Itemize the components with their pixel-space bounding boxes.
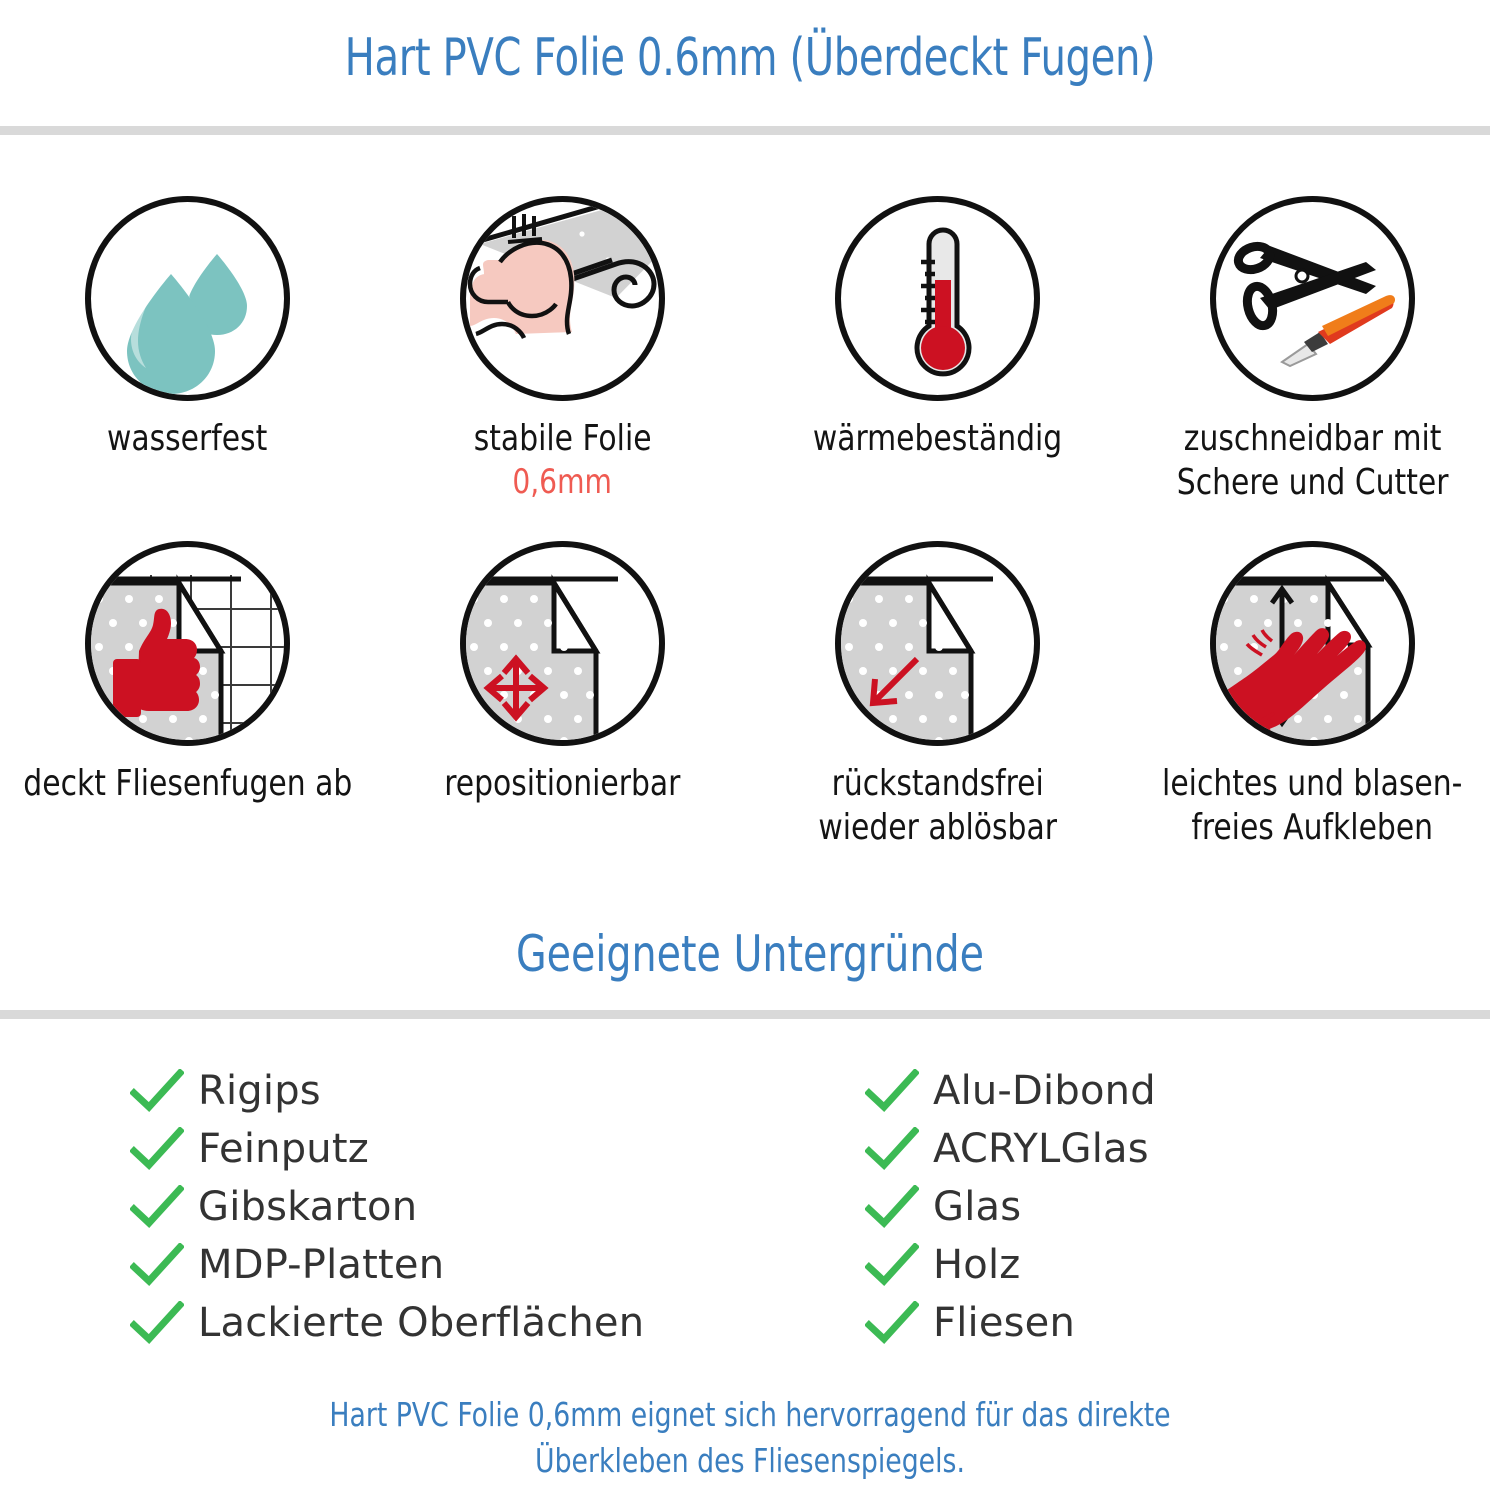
check-icon <box>864 1126 920 1171</box>
check-icon <box>864 1068 920 1113</box>
substrate-checklists: Rigips Feinputz Gibskarton MDP-Platten <box>0 1062 1500 1352</box>
feature-label: zuschneidbar mit Schere und Cutter <box>1176 418 1449 503</box>
icon-circle <box>835 196 1040 401</box>
icon-circle <box>85 541 290 746</box>
list-item: Glas <box>864 1178 1500 1236</box>
footer-line-2: Überkleben des Fliesenspiegels. <box>535 1441 965 1480</box>
icon-circle <box>835 541 1040 746</box>
feature-waermebestaendig: wärmebeständig <box>750 196 1125 505</box>
footer-line-1: Hart PVC Folie 0,6mm eignet sich hervorr… <box>329 1395 1171 1434</box>
feature-row-1: wasserfest <box>0 196 1500 505</box>
list-item: Lackierte Oberflächen <box>129 1294 750 1352</box>
list-item: Fliesen <box>864 1294 1500 1352</box>
substrate-label: Alu-Dibond <box>933 1068 1156 1114</box>
water-drops-icon <box>127 254 247 394</box>
substrate-label: Fliesen <box>933 1300 1076 1346</box>
four-way-arrow-icon <box>466 574 618 740</box>
check-icon <box>129 1184 185 1229</box>
feature-label: leichtes und blasen- freies Aufkleben <box>1162 763 1463 848</box>
feature-row-2: deckt Fliesenfugen ab <box>0 541 1500 850</box>
feature-label: deckt Fliesenfugen ab <box>23 763 352 804</box>
check-icon <box>864 1300 920 1345</box>
feature-zuschneidbar: zuschneidbar mit Schere und Cutter <box>1125 196 1500 505</box>
list-item: MDP-Platten <box>129 1236 750 1294</box>
substrate-label: Rigips <box>198 1068 321 1114</box>
substrate-label: ACRYLGlas <box>933 1126 1149 1172</box>
check-icon <box>129 1126 185 1171</box>
feature-stabile-folie: stabile Folie 0,6mm <box>375 196 750 505</box>
substrate-label: MDP-Platten <box>198 1242 445 1288</box>
thermometer-icon <box>914 227 972 377</box>
thumbs-up-tile-grout-icon <box>91 574 284 740</box>
substrate-column-right: Alu-Dibond ACRYLGlas Glas Holz <box>750 1062 1500 1352</box>
substrate-label: Lackierte Oberflächen <box>198 1300 645 1346</box>
list-item: Holz <box>864 1236 1500 1294</box>
icon-circle <box>1210 196 1415 401</box>
scissors-cutter-icon <box>1233 241 1396 368</box>
list-item: Alu-Dibond <box>864 1062 1500 1120</box>
check-icon <box>129 1068 185 1113</box>
list-item: Feinputz <box>129 1120 750 1178</box>
divider-top <box>0 126 1490 135</box>
feature-label: rückstandsfrei wieder ablösbar <box>818 763 1057 848</box>
list-item: ACRYLGlas <box>864 1120 1500 1178</box>
feature-label: stabile Folie <box>473 418 652 459</box>
feature-wasserfest: wasserfest <box>0 196 375 505</box>
feature-label: repositionierbar <box>444 763 681 804</box>
peel-off-arrow-icon <box>841 574 993 740</box>
substrate-label: Feinputz <box>198 1126 369 1172</box>
icon-circle <box>1210 541 1415 746</box>
feature-repositionierbar: repositionierbar <box>375 541 750 850</box>
divider-middle <box>0 1010 1490 1019</box>
check-icon <box>129 1300 185 1345</box>
section-title-untergruende: Geeignete Untergründe <box>516 925 984 983</box>
icon-circle <box>85 196 290 401</box>
feature-sublabel-thickness: 0,6mm <box>512 462 613 502</box>
feature-label: wasserfest <box>107 418 268 459</box>
feature-rueckstandsfrei: rückstandsfrei wieder ablösbar <box>750 541 1125 850</box>
feature-deckt-fliesenfugen: deckt Fliesenfugen ab <box>0 541 375 850</box>
substrate-column-left: Rigips Feinputz Gibskarton MDP-Platten <box>0 1062 750 1352</box>
page-title: Hart PVC Folie 0.6mm (Überdeckt Fugen) <box>344 28 1156 88</box>
substrate-label: Holz <box>933 1242 1021 1288</box>
substrate-label: Glas <box>933 1184 1022 1230</box>
strong-arm-film-roll-icon <box>467 202 659 339</box>
list-item: Gibskarton <box>129 1178 750 1236</box>
feature-label: wärmebeständig <box>812 418 1063 459</box>
substrate-label: Gibskarton <box>198 1184 418 1230</box>
feature-grid: wasserfest <box>0 196 1500 850</box>
check-icon <box>129 1242 185 1287</box>
icon-circle <box>460 541 665 746</box>
list-item: Rigips <box>129 1062 750 1120</box>
feature-blasenfreies-aufkleben: leichtes und blasen- freies Aufkleben <box>1125 541 1500 850</box>
check-icon <box>864 1242 920 1287</box>
icon-circle <box>460 196 665 401</box>
check-icon <box>864 1184 920 1229</box>
smoothing-hand-icon <box>1216 574 1384 740</box>
